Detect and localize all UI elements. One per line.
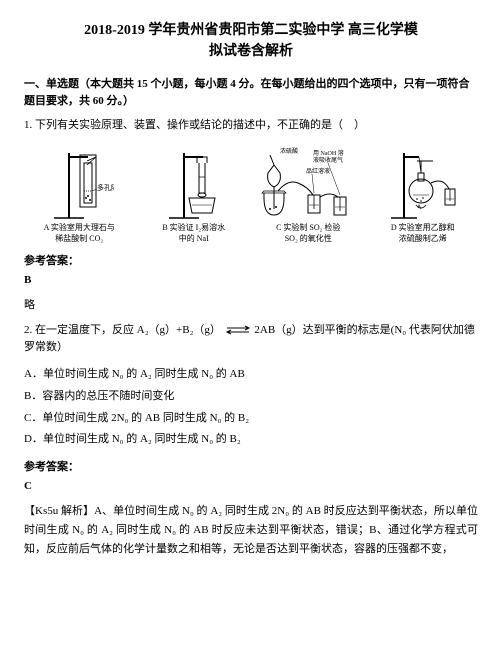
figA-label: 多孔隔板 [97,183,114,192]
figD-caption1: D 实验室用乙醇和 [391,223,455,233]
svg-text:用 NaOH 溶: 用 NaOH 溶 [313,149,344,157]
section-header: 一、单选题（本大题共 15 个小题，每小题 4 分。在每小题给出的四个选项中，只… [24,76,478,109]
figure-c: 浓硫酸 品红溶液 用 NaOH 溶 液吸收尾气 C 实验制 SO₂ 检验 SO₂… [253,143,364,244]
figC-caption1: C 实验制 SO₂ 检验 [276,223,340,233]
q2-optB: B．容器内的总压不随时间变化 [24,387,478,407]
figB-caption2: 中的 NaI [179,234,209,244]
figD-caption2: 浓硫酸制乙烯 [399,234,447,244]
figure-d: D 实验室用乙醇和 浓硫酸制乙烯 [368,143,479,244]
q1-answer-value: B [24,274,478,286]
figB-caption1: B 实验证 I₂易溶水 [162,223,225,233]
figA-caption1: A 实验室用大理石与 [44,223,115,233]
q2-optD: D．单位时间生成 N₀ 的 A₂ 同时生成 N₀ 的 B₂ [24,430,478,450]
figA-caption2: 稀盐酸制 CO₂ [55,234,103,244]
q2-text: 2. 在一定温度下，反应 A₂（g）+B₂（g） 2AB（g）达到平衡的标志是(… [24,322,478,357]
q2-optC: C．单位时间生成 2N₀ 的 AB 同时生成 N₀ 的 B₂ [24,409,478,429]
figC-caption2: SO₂ 的氧化性 [285,234,332,244]
q2-answer-label: 参考答案： [24,458,478,474]
q2-analysis: 【Ks5u 解析】A、单位时间生成 N₀ 的 A₂ 同时生成 2N₀ 的 AB … [24,502,478,558]
q2-optA: A．单位时间生成 N₀ 的 A₂ 同时生成 N₀ 的 AB [24,365,478,385]
doc-title: 2018-2019 学年贵州省贵阳市第二实验中学 高三化学模 拟试卷含解析 [24,20,478,62]
equilibrium-arrow-icon [224,322,252,340]
figure-b: B 实验证 I₂易溶水 中的 NaI [139,143,250,244]
svg-text:液吸收尾气: 液吸收尾气 [313,156,343,164]
svg-text:浓硫酸: 浓硫酸 [280,147,298,155]
title-line-2: 拟试卷含解析 [24,41,478,62]
figure-row: 多孔隔板 A 实验室用大理石与 稀盐酸制 CO₂ B 实验证 I₂易溶水 中的 … [24,143,478,244]
svg-text:品红溶液: 品红溶液 [306,167,330,175]
q1-answer-sub: 略 [24,296,478,312]
title-line-1: 2018-2019 学年贵州省贵阳市第二实验中学 高三化学模 [24,20,478,41]
q1-text: 1. 下列有关实验原理、装置、操作或结论的描述中，不正确的是（ ） [24,117,478,135]
q2-answer-value: C [24,480,478,492]
figure-a: 多孔隔板 A 实验室用大理石与 稀盐酸制 CO₂ [24,143,135,244]
q1-answer-label: 参考答案： [24,252,478,268]
q2-prefix: 2. 在一定温度下，反应 A₂（g）+B₂（g） [24,324,221,336]
